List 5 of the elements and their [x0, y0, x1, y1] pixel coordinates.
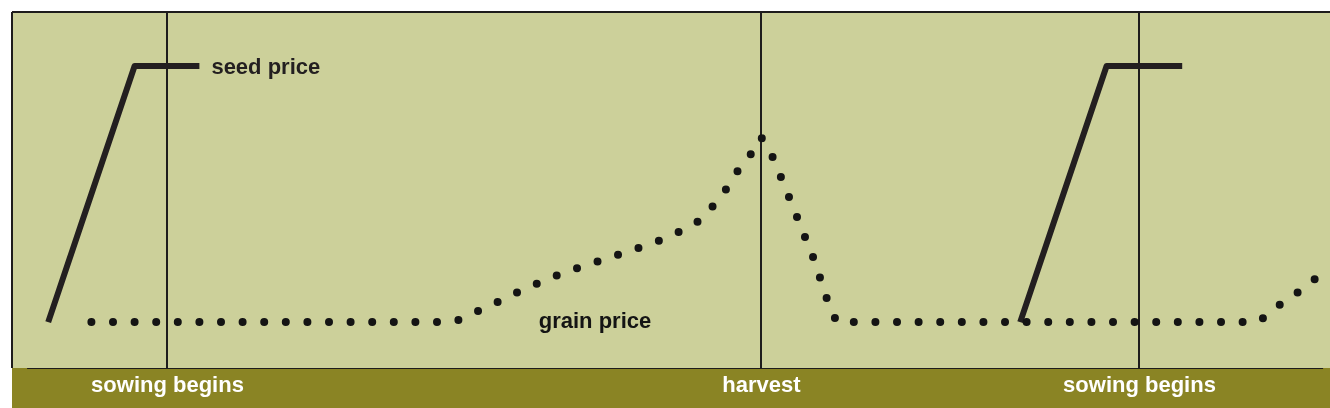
- x-tick-label: sowing begins: [91, 371, 244, 397]
- series-label: seed price: [211, 54, 321, 79]
- x-tick-label: harvest: [722, 371, 802, 397]
- x-tick-label: sowing begins: [1063, 371, 1216, 397]
- series-label: grain price: [538, 308, 652, 334]
